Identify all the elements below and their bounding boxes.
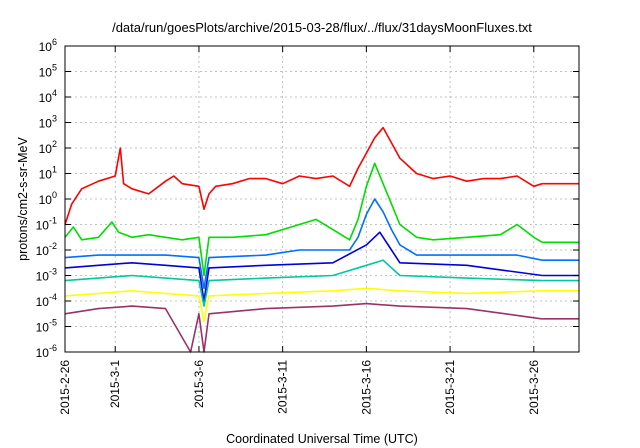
x-tick-labels: 2015-2-26 2015-3-1 2015-3-6 2015-3-11 2015-3… [58, 360, 541, 415]
tick-marks [64, 45, 579, 353]
y-tick-label: 104 [39, 88, 57, 105]
series-line [64, 302, 543, 353]
series-line [64, 162, 543, 277]
y-tick-label: 105 [39, 63, 57, 80]
y-tick-labels: 10-6 10-5 10-4 10-3 10-2 10-1 100 101 102 103 104 1… [36, 37, 57, 360]
x-tick-label: 2015-3-16 [359, 360, 373, 415]
series-line [64, 287, 543, 323]
series-line [64, 198, 543, 290]
y-tick-label: 10-5 [36, 318, 57, 335]
y-axis-label: protons/cm2-s-sr-MeV [16, 137, 30, 261]
series-line [64, 231, 543, 302]
y-tick-label: 106 [39, 37, 57, 54]
series-line [64, 259, 543, 307]
x-tick-label: 2015-3-11 [276, 360, 290, 414]
y-tick-label: 10-2 [36, 241, 57, 258]
x-axis-label: Coordinated Universal Time (UTC) [226, 432, 418, 446]
y-tick-label: 101 [39, 165, 57, 182]
y-tick-label: 10-6 [36, 343, 57, 360]
x-tick-label: 2015-3-26 [527, 360, 541, 415]
y-tick-label: 10-3 [36, 267, 57, 284]
y-tick-label: 10-4 [36, 292, 57, 309]
x-tick-label: 2015-3-6 [192, 360, 206, 408]
y-tick-label: 103 [39, 114, 57, 131]
x-tick-label: 2015-2-26 [58, 360, 72, 415]
x-tick-label: 2015-3-1 [108, 360, 122, 408]
y-tick-label: 100 [39, 190, 57, 207]
y-tick-label: 102 [39, 139, 57, 156]
x-tick-label: 2015-3-21 [443, 360, 457, 415]
chart-title: /data/run/goesPlots/archive/2015-03-28/f… [112, 20, 532, 35]
y-tick-label: 10-1 [36, 216, 57, 233]
series-layer [64, 126, 579, 353]
series-line [64, 126, 543, 225]
